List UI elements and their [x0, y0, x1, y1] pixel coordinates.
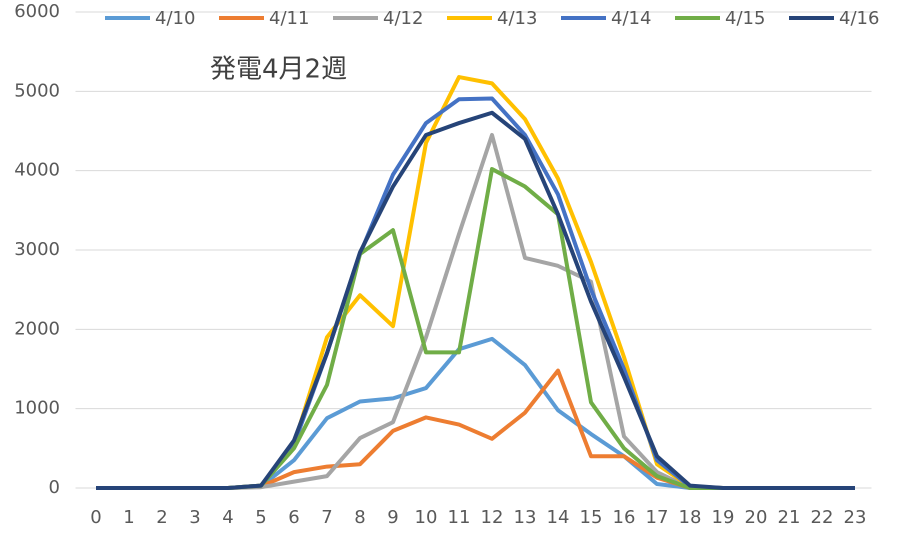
x-tick-label: 11: [448, 507, 471, 528]
x-tick-label: 1: [123, 507, 134, 528]
y-tick-label: 4000: [14, 160, 60, 181]
x-tick-label: 10: [415, 507, 438, 528]
x-tick-label: 4: [222, 507, 233, 528]
x-tick-label: 18: [679, 507, 702, 528]
x-tick-label: 20: [745, 507, 768, 528]
x-tick-label: 17: [646, 507, 669, 528]
chart-title: 発電4月2週: [210, 55, 347, 85]
y-tick-label: 5000: [14, 80, 60, 101]
x-tick-label: 23: [844, 507, 867, 528]
x-tick-label: 7: [321, 507, 332, 528]
series-line: [96, 132, 855, 490]
legend-label: 4/15: [725, 8, 765, 29]
y-tick-label: 6000: [14, 1, 60, 22]
y-tick-label: 2000: [14, 318, 60, 339]
y-tick-label: 0: [49, 477, 60, 498]
y-tick-label: 1000: [14, 398, 60, 419]
x-tick-label: 13: [514, 507, 537, 528]
x-tick-label: 15: [580, 507, 603, 528]
series-line: [96, 368, 855, 490]
x-tick-label: 22: [811, 507, 834, 528]
x-tick-label: 16: [613, 507, 636, 528]
x-tick-label: 3: [189, 507, 200, 528]
x-tick-label: 5: [255, 507, 266, 528]
x-tick-label: 2: [156, 507, 167, 528]
legend-label: 4/16: [839, 8, 879, 29]
x-tick-label: 14: [547, 507, 570, 528]
legend-label: 4/11: [269, 8, 309, 29]
x-tick-label: 21: [778, 507, 801, 528]
y-tick-label: 3000: [14, 239, 60, 260]
legend-label: 4/14: [611, 8, 651, 29]
x-tick-label: 19: [712, 507, 735, 528]
series-line: [96, 75, 855, 490]
legend-label: 4/13: [497, 8, 537, 29]
x-tick-label: 6: [288, 507, 299, 528]
x-tick-label: 12: [481, 507, 504, 528]
series-line: [96, 167, 855, 490]
legend-label: 4/10: [155, 8, 195, 29]
series-line: [96, 110, 855, 490]
x-tick-label: 9: [387, 507, 398, 528]
grid: [75, 11, 872, 489]
x-tick-label: 8: [354, 507, 365, 528]
legend-label: 4/12: [383, 8, 423, 29]
series-line: [96, 336, 855, 490]
x-tick-label: 0: [90, 507, 101, 528]
